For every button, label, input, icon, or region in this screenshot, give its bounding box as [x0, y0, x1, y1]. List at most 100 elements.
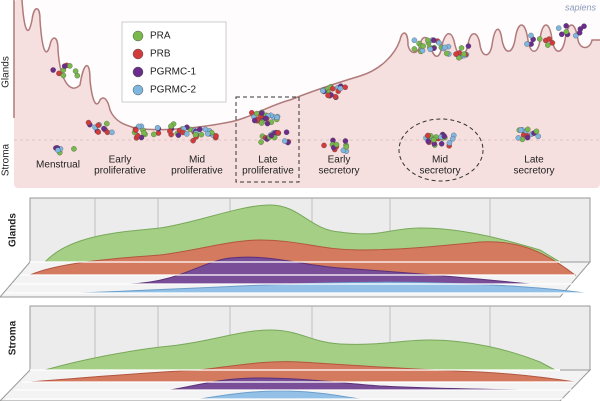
phase-label: Menstrual — [36, 160, 80, 171]
receptor-dot — [535, 133, 542, 140]
phase-label: Early — [109, 155, 132, 166]
receptor-dot — [446, 140, 453, 146]
highlight-box — [235, 96, 300, 183]
receptor-dot — [581, 23, 587, 29]
panel-label: Glands — [8, 213, 19, 247]
receptor-dot — [133, 127, 139, 134]
legend-label: PRB — [150, 49, 171, 60]
prb-ridge — [29, 239, 577, 276]
receptor-dot — [430, 137, 437, 143]
receptor-dot — [465, 43, 472, 49]
phase-label: proliferative — [171, 166, 223, 177]
receptor-dot — [95, 122, 102, 128]
receptor-dot — [329, 85, 336, 92]
receptor-dot — [442, 44, 448, 51]
receptor-dot — [109, 129, 115, 136]
receptor-dot — [337, 85, 344, 92]
receptor-dot — [563, 23, 569, 29]
receptor-dot — [197, 126, 203, 133]
receptor-dot — [524, 134, 531, 141]
receptor-dot — [461, 51, 467, 57]
pgrmc2-ridge — [79, 281, 586, 294]
receptor-dot — [263, 115, 269, 122]
receptor-dot — [425, 37, 431, 44]
receptor-dot — [264, 120, 271, 127]
phase-label: Late — [258, 155, 278, 166]
legend-label: PGRMC-2 — [150, 85, 197, 96]
receptor-dot — [425, 132, 431, 139]
receptor-dots — [50, 23, 587, 156]
receptor-dot — [205, 130, 211, 137]
receptor-dot — [411, 46, 418, 52]
receptor-dot — [555, 25, 562, 31]
receptor-dot — [192, 132, 199, 138]
receptor-dot — [325, 92, 331, 99]
receptor-dot — [283, 129, 290, 135]
receptor-dot — [154, 124, 161, 131]
stroma-panel: Stroma — [0, 305, 592, 401]
receptor-dot — [441, 133, 448, 140]
receptor-dot — [420, 43, 426, 49]
receptor-dot — [60, 72, 67, 79]
receptor-dot — [282, 138, 288, 144]
receptor-dot — [168, 123, 174, 129]
receptor-dot — [340, 147, 347, 154]
receptor-dot — [167, 128, 173, 134]
receptor-dot — [342, 138, 349, 144]
phase-label: proliferative — [94, 166, 146, 177]
receptor-dot — [545, 42, 551, 48]
receptor-dot — [95, 129, 102, 135]
receptor-dot — [56, 70, 62, 77]
pgrmc2-ridge — [199, 390, 361, 400]
legend-dot — [132, 30, 144, 42]
receptor-dot — [528, 32, 534, 39]
watermark: sapiens — [565, 2, 597, 12]
receptor-dot — [74, 72, 81, 79]
receptor-dot — [430, 37, 437, 43]
receptor-dot — [536, 36, 543, 42]
receptor-dot — [533, 128, 540, 135]
phase-labels: Menstrual EarlyproliferativeMidproliferat… — [36, 155, 555, 177]
receptor-dot — [517, 127, 524, 133]
receptor-dot — [425, 138, 431, 144]
legend-label: PRA — [150, 31, 171, 42]
receptor-dot — [558, 31, 565, 38]
receptor-dot — [515, 135, 522, 141]
receptor-dot — [101, 125, 107, 132]
receptor-dot — [573, 32, 579, 39]
receptor-dot — [333, 141, 340, 148]
legend-dot — [132, 84, 144, 96]
receptor-dot — [546, 36, 552, 42]
receptor-dot — [259, 110, 265, 116]
receptor-dot — [85, 119, 92, 126]
pra-ridge — [44, 329, 556, 371]
receptor-dot — [55, 147, 61, 153]
pgrmc1-ridge — [129, 256, 531, 285]
receptor-dot — [198, 131, 205, 138]
panel-label: Stroma — [8, 320, 19, 355]
receptor-dot — [258, 120, 265, 126]
receptor-dot — [458, 45, 465, 51]
floor-lines — [6, 369, 585, 400]
receptor-dot — [268, 132, 275, 139]
legend-label: PGRMC-1 — [150, 67, 197, 78]
receptor-dot — [175, 132, 182, 138]
receptor-dot — [524, 41, 530, 47]
receptor-dot — [275, 130, 281, 136]
receptor-dot — [456, 54, 462, 61]
receptor-dot — [61, 63, 68, 69]
receptor-dot — [524, 126, 531, 133]
receptor-dot — [577, 26, 584, 32]
receptor-dot — [438, 141, 445, 147]
receptor-dot — [67, 63, 73, 69]
receptor-dot — [274, 114, 280, 121]
receptor-dot — [411, 37, 418, 44]
legend-dot — [132, 66, 144, 78]
receptor-dot — [436, 39, 442, 46]
receptor-dot — [321, 142, 327, 149]
side-label: Glands — [1, 56, 12, 88]
legend-dot — [132, 48, 144, 60]
receptor-dot — [50, 67, 56, 73]
side-label: Stroma — [1, 143, 12, 176]
prb-ridge — [29, 361, 576, 383]
